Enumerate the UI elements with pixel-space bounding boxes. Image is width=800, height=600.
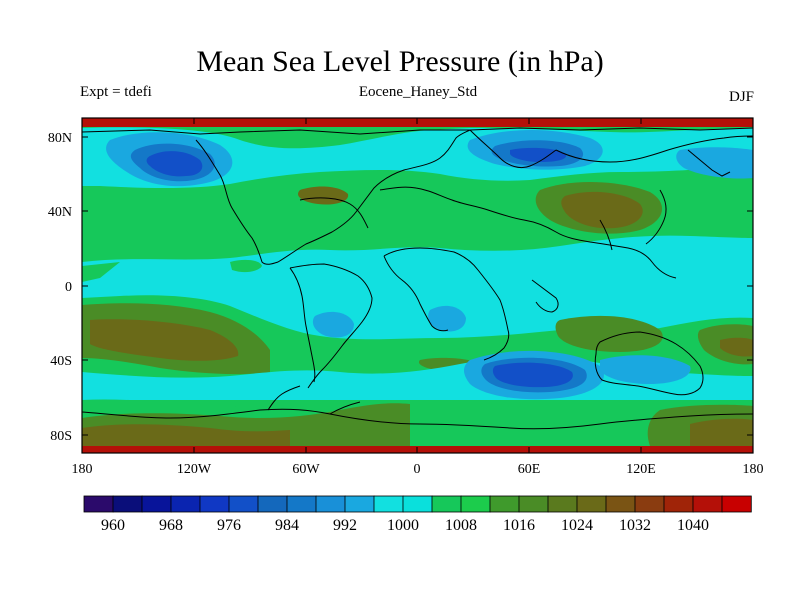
colorbar-swatch (518, 495, 549, 513)
colorbar-label: 1024 (561, 517, 593, 534)
colorbar-swatch (199, 495, 230, 513)
colorbar-swatch (431, 495, 462, 513)
colorbar-swatch (228, 495, 259, 513)
colorbar-swatch (344, 495, 375, 513)
colorbar-swatch (547, 495, 578, 513)
colorbar-label: 1000 (387, 517, 419, 534)
lon-label-180w: 180 (72, 462, 93, 477)
coastlines (82, 127, 753, 430)
colorbar-swatch (489, 495, 520, 513)
colorbar-label: 960 (101, 517, 125, 534)
lat-label-80n: 80N (48, 131, 72, 146)
colorbar-swatch (83, 495, 114, 513)
colorbar-swatch (634, 495, 665, 513)
season-label: DJF (728, 89, 754, 105)
colorbar-label: 1032 (619, 517, 651, 534)
lon-label-180e: 180 (743, 462, 764, 477)
lat-label-40s: 40S (50, 354, 72, 369)
colorbar-label: 984 (275, 517, 299, 534)
colorbar-swatch (605, 495, 636, 513)
colorbar-swatch (576, 495, 607, 513)
lat-label-40n: 40N (48, 205, 72, 220)
page-title: Mean Sea Level Pressure (in hPa) (196, 45, 604, 78)
colorbar-swatch (286, 495, 317, 513)
map-ticks (82, 118, 753, 453)
colorbar-swatch (141, 495, 172, 513)
colorbar-swatch (257, 495, 288, 513)
lon-label-120w: 120W (177, 462, 212, 477)
lon-label-120e: 120E (626, 462, 656, 477)
colorbar-swatch (460, 495, 491, 513)
experiment-label: Expt = tdefi (80, 84, 152, 100)
colorbar-swatch (373, 495, 404, 513)
colorbar (83, 495, 752, 513)
colorbar-label: 1016 (503, 517, 535, 534)
colorbar-label: 976 (217, 517, 241, 534)
lon-label-0: 0 (414, 462, 421, 477)
colorbar-label: 1008 (445, 517, 477, 534)
pressure-field (82, 118, 753, 453)
colorbar-swatch (170, 495, 201, 513)
lon-label-60w: 60W (292, 462, 320, 477)
lat-label-80s: 80S (50, 429, 72, 444)
colorbar-swatch (112, 495, 143, 513)
lon-label-60e: 60E (518, 462, 541, 477)
colorbar-label: 968 (159, 517, 183, 534)
lat-label-0: 0 (65, 280, 72, 295)
colorbar-label: 992 (333, 517, 357, 534)
colorbar-swatch (663, 495, 694, 513)
experiment-name: Eocene_Haney_Std (358, 84, 478, 100)
colorbar-labels: 960 968 976 984 992 1000 1008 1016 1024 1032 1040 (101, 517, 709, 534)
colorbar-swatch (402, 495, 433, 513)
colorbar-swatch (692, 495, 723, 513)
colorbar-swatch (721, 495, 752, 513)
colorbar-label: 1040 (677, 517, 709, 534)
colorbar-swatch (315, 495, 346, 513)
